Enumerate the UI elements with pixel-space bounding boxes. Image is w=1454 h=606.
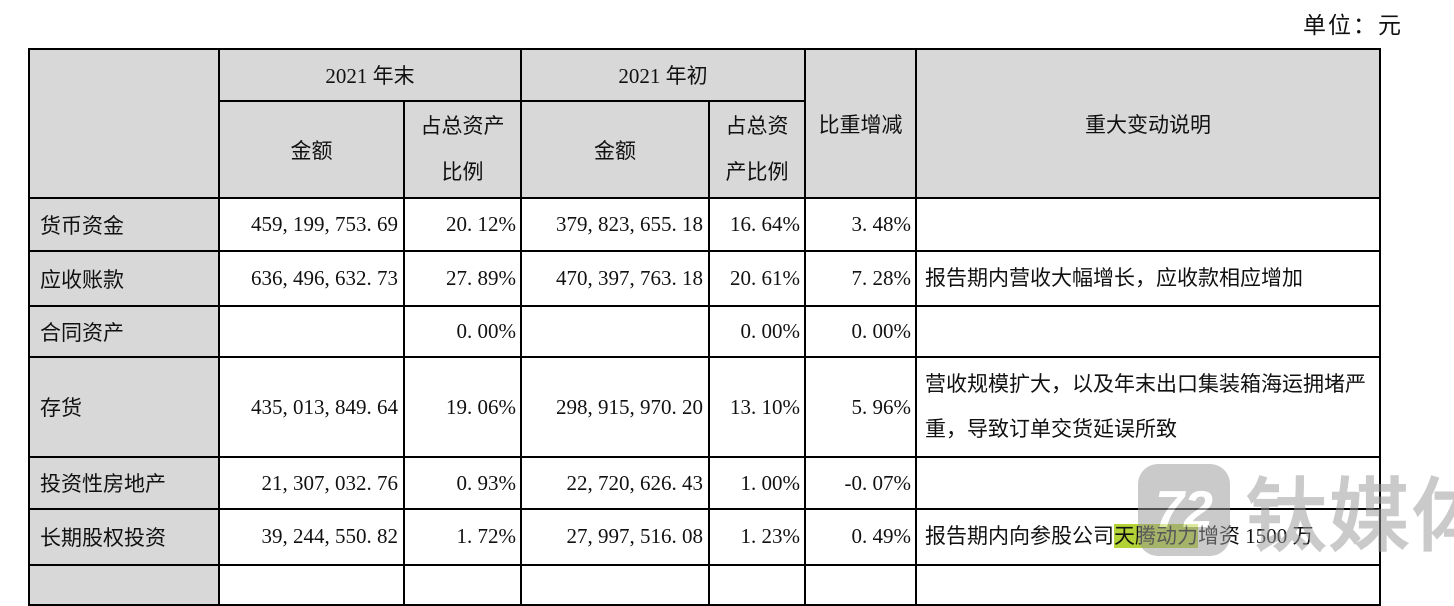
header-row-2: 金额 占总资产比例 金额 占总资产比例 (29, 100, 1380, 199)
end-ratio-cell: 0. 00% (403, 305, 522, 359)
note-cell (915, 563, 1381, 606)
header-ratio-change: 比重增减 (804, 48, 917, 199)
table-row: 合同资产 0. 00% 0. 00% 0. 00% (28, 305, 1381, 359)
begin-amount-cell (520, 305, 710, 359)
row-label-cell: 长期股权投资 (28, 508, 220, 566)
begin-amount-cell: 379, 823, 655. 18 (520, 197, 710, 252)
begin-amount-cell: 27, 997, 516. 08 (520, 508, 710, 566)
highlighted-company-name: 天腾动力 (1114, 524, 1198, 549)
begin-ratio-cell (708, 563, 806, 606)
header-ratio-end-text: 占总资产比例 (420, 114, 505, 184)
row-label-cell: 存货 (28, 356, 220, 459)
end-ratio-cell: 19. 06% (403, 356, 522, 459)
table-row: 货币资金 459, 199, 753. 69 20. 12% 379, 823,… (28, 197, 1381, 252)
end-amount-cell: 435, 013, 849. 64 (218, 356, 405, 459)
row-label-cell: 合同资产 (28, 305, 220, 359)
header-ratio-end: 占总资产比例 (403, 100, 522, 199)
table-row: 应收账款 636, 496, 632. 73 27. 89% 470, 397,… (28, 249, 1381, 308)
table-row: 存货 435, 013, 849. 64 19. 06% 298, 915, 9… (28, 356, 1381, 459)
end-amount-cell: 636, 496, 632. 73 (218, 249, 405, 308)
header-ratio-begin-text: 占总资产比例 (725, 114, 789, 184)
table-row: 长期股权投资 39, 244, 550. 82 1. 72% 27, 997, … (28, 508, 1381, 566)
note-cell: 报告期内向参股公司天腾动力增资 1500 万 (915, 508, 1381, 566)
end-ratio-cell: 27. 89% (403, 249, 522, 308)
header-blank-cell (28, 48, 220, 199)
header-amount-end: 金额 (218, 100, 405, 199)
assets-change-table: 2021 年末 2021 年初 比重增减 重大变动说明 金额 占总资产比例 金额… (28, 48, 1381, 606)
begin-ratio-cell: 1. 23% (708, 508, 806, 566)
end-amount-cell: 39, 244, 550. 82 (218, 508, 405, 566)
begin-amount-cell (520, 563, 710, 606)
row-label-cell: 应收账款 (28, 249, 220, 308)
change-cell: 3. 48% (804, 197, 917, 252)
row-label-cell: 投资性房地产 (28, 456, 220, 511)
row-label-cell: 货币资金 (28, 197, 220, 252)
table-row-partial (28, 563, 1381, 606)
header-ratio-begin: 占总资产比例 (708, 100, 806, 199)
end-ratio-cell (403, 563, 522, 606)
header-row-1: 2021 年末 2021 年初 比重增减 重大变动说明 (28, 48, 1381, 199)
begin-amount-cell: 298, 915, 970. 20 (520, 356, 710, 459)
begin-ratio-cell: 0. 00% (708, 305, 806, 359)
end-amount-cell: 21, 307, 032. 76 (218, 456, 405, 511)
unit-label: 单位：元 (1303, 13, 1403, 38)
end-ratio-cell: 20. 12% (403, 197, 522, 252)
end-amount-cell (218, 305, 405, 359)
header-2021-year-end: 2021 年末 (218, 48, 522, 102)
note-cell: 营收规模扩大，以及年末出口集装箱海运拥堵严重，导致订单交货延误所致 (915, 356, 1381, 459)
header-2021-year-begin: 2021 年初 (520, 48, 806, 102)
header-amount-begin: 金额 (520, 100, 710, 199)
end-ratio-cell: 0. 93% (403, 456, 522, 511)
change-cell: 5. 96% (804, 356, 917, 459)
change-cell: 7. 28% (804, 249, 917, 308)
note-text: 增资 1500 万 (1198, 524, 1314, 549)
end-ratio-cell: 1. 72% (403, 508, 522, 566)
change-cell (804, 563, 917, 606)
note-cell (915, 456, 1381, 511)
note-cell (915, 197, 1381, 252)
row-label-cell (28, 563, 220, 606)
begin-ratio-cell: 1. 00% (708, 456, 806, 511)
header-major-change-note: 重大变动说明 (915, 48, 1381, 199)
begin-ratio-cell: 16. 64% (708, 197, 806, 252)
end-amount-cell (218, 563, 405, 606)
note-cell: 报告期内营收大幅增长，应收款相应增加 (915, 249, 1381, 308)
begin-ratio-cell: 13. 10% (708, 356, 806, 459)
note-text: 报告期内向参股公司 (925, 524, 1114, 549)
change-cell: 0. 00% (804, 305, 917, 359)
table-row: 投资性房地产 21, 307, 032. 76 0. 93% 22, 720, … (28, 456, 1381, 511)
change-cell: 0. 49% (804, 508, 917, 566)
begin-amount-cell: 470, 397, 763. 18 (520, 249, 710, 308)
begin-ratio-cell: 20. 61% (708, 249, 806, 308)
note-cell (915, 305, 1381, 359)
change-cell: -0. 07% (804, 456, 917, 511)
end-amount-cell: 459, 199, 753. 69 (218, 197, 405, 252)
begin-amount-cell: 22, 720, 626. 43 (520, 456, 710, 511)
